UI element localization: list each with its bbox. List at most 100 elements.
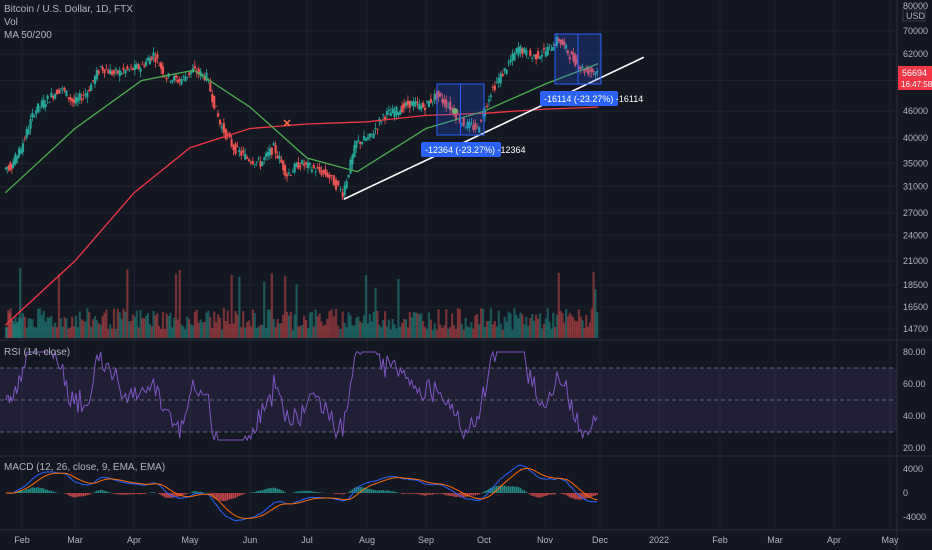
macd-histogram-bar [201, 492, 204, 493]
candle-body [474, 123, 477, 130]
candle-body [236, 146, 239, 147]
macd-histogram-bar [259, 490, 262, 493]
candle-body [412, 101, 415, 107]
volume-bar [472, 328, 475, 338]
macd-histogram-bar [443, 493, 446, 495]
candle-body [588, 71, 592, 72]
rsi-axis[interactable]: 80.00 60.00 40.00 20.00 [903, 347, 926, 453]
candle-body [535, 54, 538, 60]
volume-bar [389, 329, 392, 338]
volume-bar [285, 311, 289, 338]
volume-bar [139, 309, 142, 338]
candle-body [265, 153, 268, 157]
candle-body [507, 62, 510, 64]
volume-bar [209, 317, 212, 338]
macd-histogram-bar [523, 490, 526, 493]
macd-axis[interactable]: 4000 0 -4000 [903, 464, 926, 522]
volume-bar [245, 321, 249, 338]
macd-histogram-bar [389, 491, 392, 493]
macd-histogram-bar [167, 493, 170, 498]
volume-bar [590, 308, 593, 338]
volume-bar [199, 319, 202, 338]
volume-bar [535, 314, 538, 338]
candle-body [101, 67, 104, 71]
macd-tick-label: 4000 [903, 464, 923, 474]
candle-body [9, 164, 12, 169]
candle-body [468, 121, 471, 129]
candle-body [594, 72, 597, 75]
macd-histogram-bar [511, 486, 514, 493]
candle-body [505, 69, 508, 74]
candle-body [242, 150, 245, 153]
candle-body [561, 39, 564, 46]
macd-histogram-bar [265, 488, 267, 493]
macd-histogram-bar [533, 493, 535, 497]
macd-histogram-bar [29, 488, 32, 493]
volume-bar [503, 316, 506, 338]
macd-histogram-bar [186, 493, 189, 494]
volume-bar [525, 316, 528, 338]
volume-bar [126, 269, 129, 338]
volume-bar [21, 313, 25, 338]
volume-bar [242, 311, 245, 338]
volume-bar [404, 319, 408, 338]
volume-bar [555, 314, 559, 338]
currency-badge[interactable] [902, 9, 926, 22]
macd-histogram-bar [369, 488, 371, 493]
volume-bar [422, 321, 425, 338]
macd-histogram-bar [468, 493, 471, 496]
candle-body [266, 151, 270, 156]
macd-histogram-bar [409, 493, 411, 495]
price-tick-label: 46000 [903, 106, 928, 116]
volume-bar [19, 268, 22, 338]
volume-bar [328, 311, 331, 338]
volume-bar [197, 322, 200, 338]
candle-body [174, 75, 178, 78]
macd-histogram-bar [343, 493, 346, 494]
macd-histogram-bar [162, 493, 164, 497]
candle-body [72, 99, 76, 104]
volume-bar [355, 317, 358, 338]
volume-bar [161, 311, 165, 338]
macd-histogram-bar [175, 493, 177, 497]
candle-body [216, 113, 220, 117]
volume-bar [7, 310, 10, 338]
volume-bar [420, 313, 423, 338]
macd-histogram-bar [293, 492, 296, 493]
price-axis[interactable]: 80000 USD 700006200054000460004000035000… [898, 1, 932, 334]
macd-histogram-bar [412, 493, 415, 494]
time-tick-label: Feb [14, 535, 30, 545]
volume-bar [297, 326, 300, 338]
candle-body [46, 95, 49, 100]
candle-body [276, 155, 279, 159]
volume-bar [146, 313, 150, 338]
candle-body [180, 79, 183, 85]
drawings[interactable]: -12364 (-23.27%) -12364 -16114 (-23.27%) … [343, 33, 645, 200]
candle-body [585, 68, 588, 71]
volume-bar [312, 326, 315, 338]
candle-body [297, 162, 300, 169]
candle-body [361, 142, 364, 144]
time-axis[interactable]: Feb Mar Apr May Jun Jul Aug Sep Oct Nov Dec 2022 Feb… [14, 535, 899, 545]
macd-histogram-bar [122, 493, 125, 495]
candle-body [372, 133, 375, 139]
macd-histogram-bar [583, 493, 586, 499]
volume-bar [211, 328, 214, 338]
volume-bar [293, 314, 296, 338]
macd-histogram-bar [527, 493, 530, 494]
candle-body [370, 133, 373, 135]
candle-body [586, 67, 590, 75]
macd-histogram-bar [307, 490, 309, 493]
macd-histogram-bar [99, 489, 102, 493]
volume-bar [550, 328, 553, 338]
volume-bar [171, 327, 174, 338]
candle-body [76, 97, 79, 102]
macd-histogram-bar [359, 486, 362, 493]
volume-bar [427, 312, 431, 338]
macd-line [5, 464, 598, 522]
price-tick-label: 70000 [903, 26, 928, 36]
last-price-tag [898, 66, 932, 90]
candle-body [519, 46, 522, 53]
volume-bar [557, 272, 560, 338]
